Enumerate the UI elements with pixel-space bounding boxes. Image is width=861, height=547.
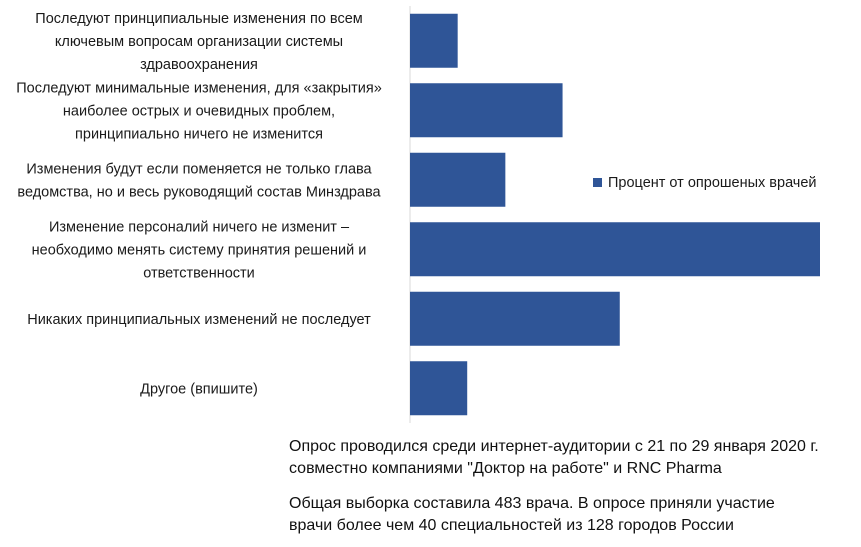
category-label: Изменение персоналий ничего не изменит –… (32, 219, 367, 281)
bar (410, 291, 620, 346)
data-label: 6% (474, 381, 497, 398)
legend: Процент от опрошеных врачей (593, 175, 817, 191)
category-label-line: Никаких принципиальных изменений не посл… (27, 312, 371, 328)
sample-note-line: Общая выборка составила 483 врача. В опр… (289, 495, 775, 512)
category-label-line: ключевым вопросам организации системы (55, 34, 343, 50)
category-label: Последуют минимальные изменения, для «за… (16, 80, 382, 142)
bar-chart: Последуют принципиальные изменения по вс… (16, 6, 859, 423)
category-label-line: принципиально ничего не изменится (75, 126, 323, 142)
category-label: Последуют принципиальные изменения по вс… (35, 11, 362, 73)
data-label: 5% (465, 34, 488, 51)
legend-swatch (593, 178, 602, 187)
bar (410, 361, 468, 416)
category-label-line: наиболее острых и очевидных проблем, (63, 103, 335, 119)
bar (410, 13, 458, 68)
data-label: 10% (512, 173, 544, 190)
category-label: Никаких принципиальных изменений не посл… (27, 312, 371, 328)
survey-note-line: совместно компаниями "Доктор на работе" … (289, 460, 722, 477)
data-label: 22% (627, 312, 659, 329)
sample-note-line: врачи более чем 40 специальностей из 128… (289, 517, 734, 534)
category-label-line: ведомства, но и весь руководящий состав … (17, 184, 381, 200)
bar (410, 222, 820, 277)
category-labels: Последуют принципиальные изменения по вс… (16, 11, 382, 398)
category-label-line: Изменение персоналий ничего не изменит – (49, 219, 350, 235)
bar (410, 83, 563, 138)
data-label: 43% (827, 242, 859, 259)
category-label-line: Другое (впишите) (140, 381, 258, 397)
category-label-line: необходимо менять систему принятия решен… (32, 242, 367, 258)
bars: 5% 16% 10% 43% 22% 6% (410, 13, 859, 416)
category-label: Изменения будут если поменяется не тольк… (17, 161, 381, 200)
sample-note: Общая выборка составила 483 врача. В опр… (289, 493, 859, 537)
category-label-line: Изменения будут если поменяется не тольк… (26, 161, 372, 177)
survey-note: Опрос проводился среди интернет-аудитори… (289, 436, 859, 480)
data-label: 16% (570, 103, 602, 120)
category-label-line: Последуют принципиальные изменения по вс… (35, 11, 362, 27)
category-label: Другое (впишите) (140, 381, 258, 397)
category-label-line: здравоохранения (140, 57, 258, 73)
bar (410, 152, 506, 207)
survey-note-line: Опрос проводился среди интернет-аудитори… (289, 438, 819, 455)
category-label-line: ответственности (143, 265, 255, 281)
category-label-line: Последуют минимальные изменения, для «за… (16, 80, 382, 96)
legend-label: Процент от опрошеных врачей (608, 175, 817, 191)
